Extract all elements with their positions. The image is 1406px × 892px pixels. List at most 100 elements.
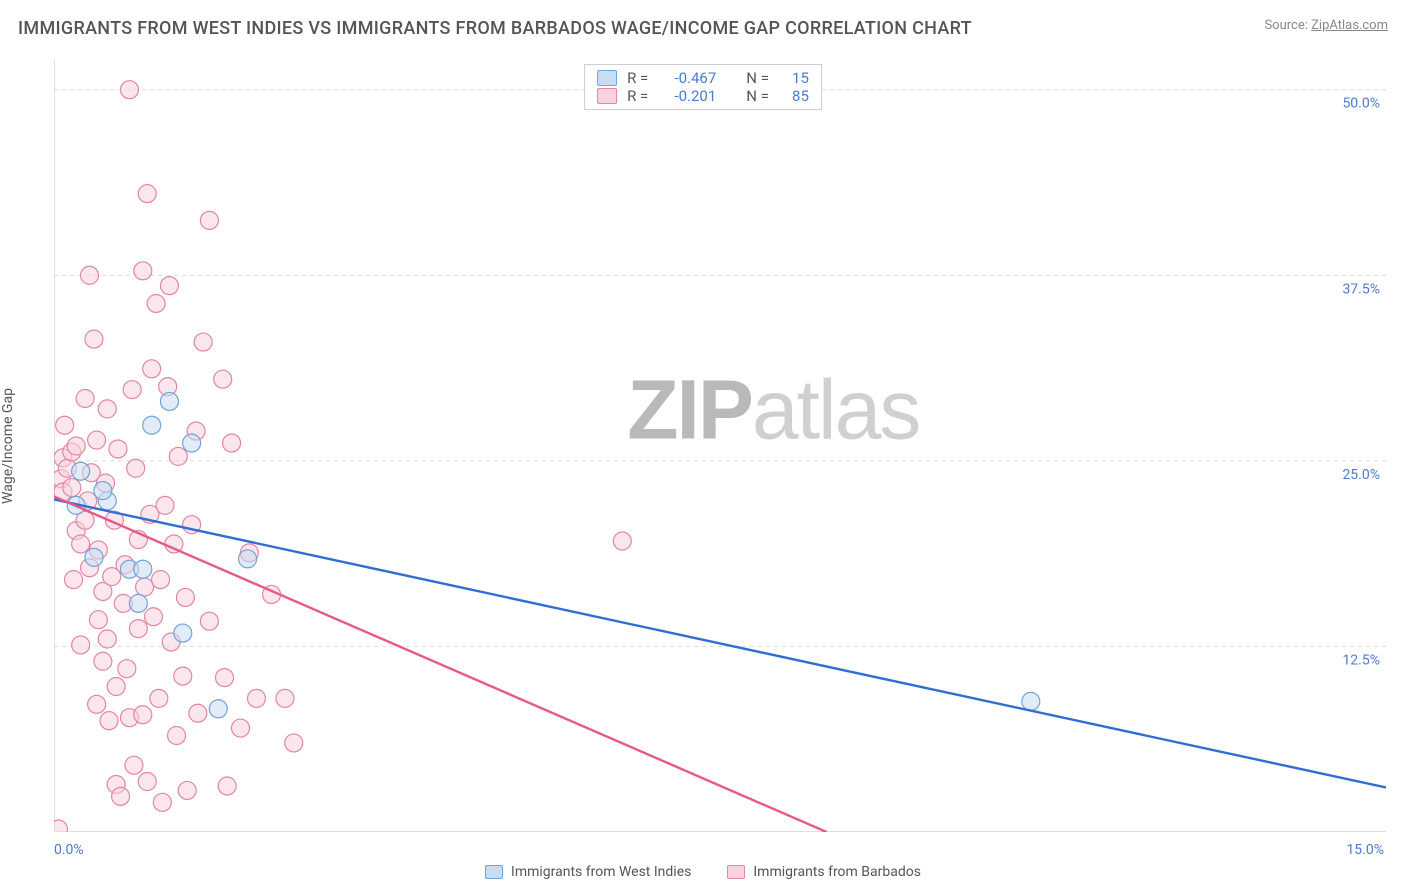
data-point bbox=[88, 695, 106, 713]
data-point bbox=[136, 578, 154, 596]
data-point bbox=[129, 620, 147, 638]
legend-r-value: -0.467 bbox=[658, 69, 716, 87]
data-point bbox=[85, 548, 103, 566]
legend-swatch bbox=[597, 88, 617, 104]
legend-swatch bbox=[485, 865, 503, 879]
legend-swatch bbox=[727, 865, 745, 879]
legend-item: Immigrants from Barbados bbox=[727, 864, 921, 880]
y-tick-label: 50.0% bbox=[1342, 96, 1380, 112]
data-point bbox=[183, 434, 201, 452]
data-point bbox=[65, 571, 83, 589]
data-point bbox=[118, 660, 136, 678]
data-point bbox=[67, 437, 85, 455]
data-point bbox=[89, 611, 107, 629]
y-tick-label: 37.5% bbox=[1342, 281, 1380, 297]
data-point bbox=[72, 462, 90, 480]
data-point bbox=[150, 689, 168, 707]
y-tick-label: 12.5% bbox=[1342, 652, 1380, 668]
data-point bbox=[239, 550, 257, 568]
data-point bbox=[247, 689, 265, 707]
legend-n-value: 15 bbox=[779, 69, 809, 87]
data-point bbox=[123, 381, 141, 399]
data-point bbox=[129, 594, 147, 612]
data-point bbox=[76, 389, 94, 407]
legend-r-label: R = bbox=[627, 69, 648, 87]
data-point bbox=[276, 689, 294, 707]
data-point bbox=[231, 719, 249, 737]
trend-line bbox=[54, 496, 827, 832]
correlation-legend-row: R = -0.467 N = 15 bbox=[597, 69, 809, 87]
legend-r-label: R = bbox=[627, 87, 648, 105]
data-point bbox=[613, 532, 631, 550]
data-point bbox=[94, 482, 112, 500]
data-point bbox=[223, 434, 241, 452]
data-point bbox=[100, 712, 118, 730]
x-tick-right: 15.0% bbox=[1346, 842, 1384, 858]
data-point bbox=[63, 479, 81, 497]
data-point bbox=[112, 787, 130, 805]
source-link[interactable]: ZipAtlas.com bbox=[1311, 18, 1388, 33]
correlation-legend: R = -0.467 N = 15 R = -0.201 N = 85 bbox=[584, 64, 822, 110]
chart-title: IMMIGRANTS FROM WEST INDIES VS IMMIGRANT… bbox=[18, 18, 972, 39]
data-point bbox=[209, 700, 227, 718]
data-point bbox=[144, 608, 162, 626]
data-point bbox=[81, 266, 99, 284]
data-point bbox=[152, 571, 170, 589]
data-point bbox=[120, 81, 138, 99]
legend-swatch bbox=[597, 70, 617, 86]
data-point bbox=[134, 560, 152, 578]
legend-r-value: -0.201 bbox=[658, 87, 716, 105]
legend-n-label: N = bbox=[746, 87, 769, 105]
data-point bbox=[134, 262, 152, 280]
data-point bbox=[168, 727, 186, 745]
data-point bbox=[54, 820, 67, 832]
correlation-legend-row: R = -0.201 N = 85 bbox=[597, 87, 809, 105]
scatter-chart: 12.5% 25.0% 37.5% 50.0% bbox=[54, 60, 1386, 832]
data-point bbox=[107, 678, 125, 696]
y-tick-label: 25.0% bbox=[1342, 467, 1380, 483]
data-point bbox=[200, 211, 218, 229]
legend-label: Immigrants from Barbados bbox=[753, 864, 921, 880]
data-point bbox=[214, 370, 232, 388]
source-label: Source: ZipAtlas.com bbox=[1264, 18, 1388, 33]
data-point bbox=[98, 630, 116, 648]
data-point bbox=[147, 294, 165, 312]
data-point bbox=[138, 773, 156, 791]
data-point bbox=[194, 333, 212, 351]
trend-line bbox=[54, 499, 1386, 787]
data-point bbox=[134, 706, 152, 724]
data-point bbox=[125, 756, 143, 774]
data-point bbox=[189, 704, 207, 722]
legend-label: Immigrants from West Indies bbox=[511, 864, 691, 880]
legend-n-label: N = bbox=[746, 69, 769, 87]
data-point bbox=[174, 624, 192, 642]
data-point bbox=[85, 330, 103, 348]
data-point bbox=[160, 277, 178, 295]
data-point bbox=[143, 416, 161, 434]
data-point bbox=[218, 777, 236, 795]
data-point bbox=[178, 781, 196, 799]
data-point bbox=[127, 459, 145, 477]
series-legend: Immigrants from West Indies Immigrants fr… bbox=[0, 864, 1406, 880]
data-point bbox=[56, 416, 74, 434]
data-point bbox=[94, 652, 112, 670]
data-point bbox=[109, 440, 127, 458]
data-point bbox=[176, 588, 194, 606]
data-point bbox=[215, 669, 233, 687]
data-point bbox=[160, 392, 178, 410]
data-point bbox=[285, 734, 303, 752]
data-point bbox=[1022, 692, 1040, 710]
data-point bbox=[72, 636, 90, 654]
y-axis-label: Wage/Income Gap bbox=[0, 388, 16, 504]
data-point bbox=[169, 447, 187, 465]
chart-container: 12.5% 25.0% 37.5% 50.0% bbox=[54, 60, 1386, 832]
data-point bbox=[72, 535, 90, 553]
data-point bbox=[98, 400, 116, 418]
data-point bbox=[88, 431, 106, 449]
data-point bbox=[156, 496, 174, 514]
legend-n-value: 85 bbox=[779, 87, 809, 105]
data-point bbox=[153, 793, 171, 811]
data-point bbox=[138, 185, 156, 203]
legend-item: Immigrants from West Indies bbox=[485, 864, 691, 880]
x-tick-left: 0.0% bbox=[54, 842, 84, 858]
